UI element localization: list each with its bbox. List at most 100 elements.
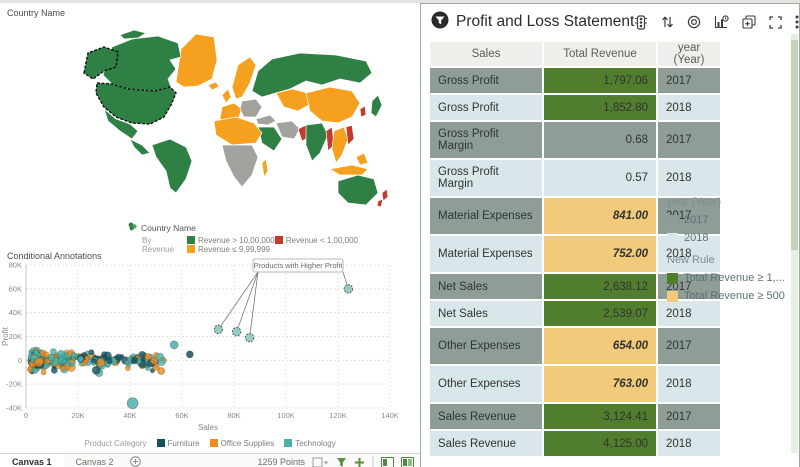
map-region-mexico[interactable] bbox=[129, 138, 151, 156]
sales-cell[interactable]: Other Expenses bbox=[430, 366, 542, 402]
map-region-central-asia[interactable] bbox=[275, 88, 313, 112]
map-region-new-zealand[interactable] bbox=[381, 188, 389, 202]
data-point[interactable] bbox=[124, 360, 130, 366]
table-row[interactable]: Gross Profit Margin 0.68 2017 bbox=[430, 122, 720, 158]
map-region-united-states[interactable] bbox=[95, 82, 177, 125]
selection-mode-icon[interactable] bbox=[312, 457, 329, 467]
map-region-indonesia[interactable] bbox=[355, 152, 369, 166]
map-region-madagascar[interactable] bbox=[261, 158, 269, 178]
data-point[interactable] bbox=[84, 355, 90, 361]
outlier-point[interactable] bbox=[126, 397, 139, 410]
drill-target-icon[interactable] bbox=[687, 15, 701, 29]
revenue-cell[interactable]: 1,797.06 bbox=[544, 68, 656, 93]
add-green-icon[interactable] bbox=[354, 457, 365, 467]
revenue-cell[interactable]: 0.57 bbox=[544, 160, 656, 196]
revenue-cell[interactable]: 1,852.80 bbox=[544, 95, 656, 120]
revenue-cell[interactable]: 4,125.00 bbox=[544, 431, 656, 456]
panel-scrollbar[interactable] bbox=[791, 34, 798, 453]
column-header-total-revenue[interactable]: Total Revenue bbox=[544, 42, 656, 66]
annotation-box[interactable] bbox=[252, 258, 344, 273]
year-cell[interactable]: 2018 bbox=[658, 366, 720, 402]
layout-split-icon[interactable] bbox=[401, 456, 414, 467]
year-cell[interactable]: 2017 bbox=[658, 198, 720, 234]
profit-loss-table[interactable]: Sales Total Revenue year (Year) Gross Prof… bbox=[428, 40, 722, 458]
table-row[interactable]: Net Sales 2,539.07 2018 bbox=[430, 301, 720, 326]
revenue-cell[interactable]: 2,539.07 bbox=[544, 301, 656, 326]
data-point[interactable] bbox=[157, 357, 166, 366]
filter-green-icon[interactable] bbox=[336, 457, 347, 467]
map-legend-item[interactable]: Revenue > 10,00,000 bbox=[186, 236, 275, 245]
sales-cell[interactable]: Gross Profit bbox=[430, 68, 542, 93]
more-options-icon[interactable] bbox=[795, 15, 799, 29]
sales-cell[interactable]: Sales Revenue bbox=[430, 404, 542, 429]
data-point[interactable] bbox=[47, 353, 56, 362]
data-point[interactable] bbox=[59, 364, 67, 372]
map-legend-item[interactable]: Revenue < 1,00,000 bbox=[274, 236, 358, 245]
map-region-united-kingdom[interactable] bbox=[221, 88, 232, 104]
table-row[interactable]: Gross Profit 1,797.06 2017 bbox=[430, 68, 720, 93]
maximize-icon[interactable] bbox=[769, 15, 783, 29]
conditional-format-icon[interactable] bbox=[634, 14, 648, 30]
revenue-cell[interactable]: 654.00 bbox=[544, 328, 656, 364]
data-point[interactable] bbox=[96, 358, 106, 368]
map-region-mexico[interactable] bbox=[103, 107, 139, 140]
data-point[interactable] bbox=[100, 351, 108, 358]
year-cell[interactable]: 2017 bbox=[658, 404, 720, 429]
table-row[interactable]: Other Expenses 654.00 2017 bbox=[430, 328, 720, 364]
rule-legend-item[interactable]: Total Revenue ≥ 1,... bbox=[667, 272, 795, 284]
data-point[interactable] bbox=[91, 365, 101, 375]
year-cell[interactable]: 2018 bbox=[658, 301, 720, 326]
revenue-cell[interactable]: 841.00 bbox=[544, 198, 656, 234]
map-region-scandinavia[interactable] bbox=[231, 56, 257, 100]
map-region-southeast-asia[interactable] bbox=[331, 126, 349, 164]
data-point[interactable] bbox=[50, 348, 57, 355]
revenue-cell[interactable]: 0.68 bbox=[544, 122, 656, 158]
map-region-turkey[interactable] bbox=[255, 114, 277, 126]
table-row[interactable]: Gross Profit 1,852.80 2018 bbox=[430, 95, 720, 120]
year-cell[interactable]: 2018 bbox=[658, 431, 720, 456]
data-point[interactable] bbox=[90, 357, 96, 364]
data-point[interactable] bbox=[115, 353, 123, 362]
canvas-tab-canvas-1[interactable]: Canvas 1 bbox=[0, 454, 64, 467]
map-region-alaska[interactable] bbox=[83, 46, 119, 80]
data-point[interactable] bbox=[70, 352, 77, 359]
year-cell[interactable]: 2017 bbox=[658, 68, 720, 93]
duplicate-icon[interactable] bbox=[742, 15, 756, 29]
data-point[interactable] bbox=[44, 357, 51, 365]
revenue-cell[interactable]: 752.00 bbox=[544, 236, 656, 272]
table-row[interactable]: Material Expenses 841.00 2017 bbox=[430, 198, 720, 234]
canvas-tab-canvas-2[interactable]: Canvas 2 bbox=[75, 457, 114, 467]
map-region-india[interactable] bbox=[305, 122, 329, 162]
data-point[interactable] bbox=[50, 367, 58, 374]
sales-cell[interactable]: Material Expenses bbox=[430, 198, 542, 234]
map-region-australia[interactable] bbox=[337, 174, 379, 206]
data-point[interactable] bbox=[68, 358, 74, 364]
revenue-cell[interactable]: 763.00 bbox=[544, 366, 656, 402]
sales-cell[interactable]: Material Expenses bbox=[430, 236, 542, 272]
data-point[interactable] bbox=[77, 356, 84, 363]
data-point[interactable] bbox=[144, 353, 152, 361]
map-region-vietnam[interactable] bbox=[345, 124, 355, 146]
layout-single-icon[interactable] bbox=[381, 456, 394, 467]
sort-icon[interactable] bbox=[661, 15, 674, 29]
sales-cell[interactable]: Gross Profit Margin bbox=[430, 122, 542, 158]
year-cell[interactable]: 2017 bbox=[658, 122, 720, 158]
annotated-point[interactable] bbox=[343, 284, 354, 294]
map-region-greenland[interactable] bbox=[175, 33, 218, 88]
annotated-point[interactable] bbox=[244, 332, 255, 343]
data-point[interactable] bbox=[34, 357, 44, 367]
outlier-point[interactable] bbox=[185, 350, 194, 359]
year-cell[interactable]: 2017 bbox=[658, 328, 720, 364]
revenue-cell[interactable]: 3,124.41 bbox=[544, 404, 656, 429]
column-header-year-year-[interactable]: year (Year) bbox=[658, 42, 720, 66]
map-legend-item[interactable]: Revenue ≤ 9,99,999 bbox=[186, 245, 270, 254]
map-region-new-zealand[interactable] bbox=[376, 198, 384, 208]
year-cell[interactable]: 2018 bbox=[658, 95, 720, 120]
scatter-legend-item-technology[interactable]: Technology bbox=[284, 439, 336, 448]
data-point[interactable] bbox=[145, 365, 151, 371]
column-header-sales[interactable]: Sales bbox=[430, 42, 542, 66]
filter-badge-icon[interactable] bbox=[431, 11, 449, 34]
year-legend-item[interactable]: 2017 bbox=[667, 214, 795, 226]
sales-cell[interactable]: Gross Profit bbox=[430, 95, 542, 120]
